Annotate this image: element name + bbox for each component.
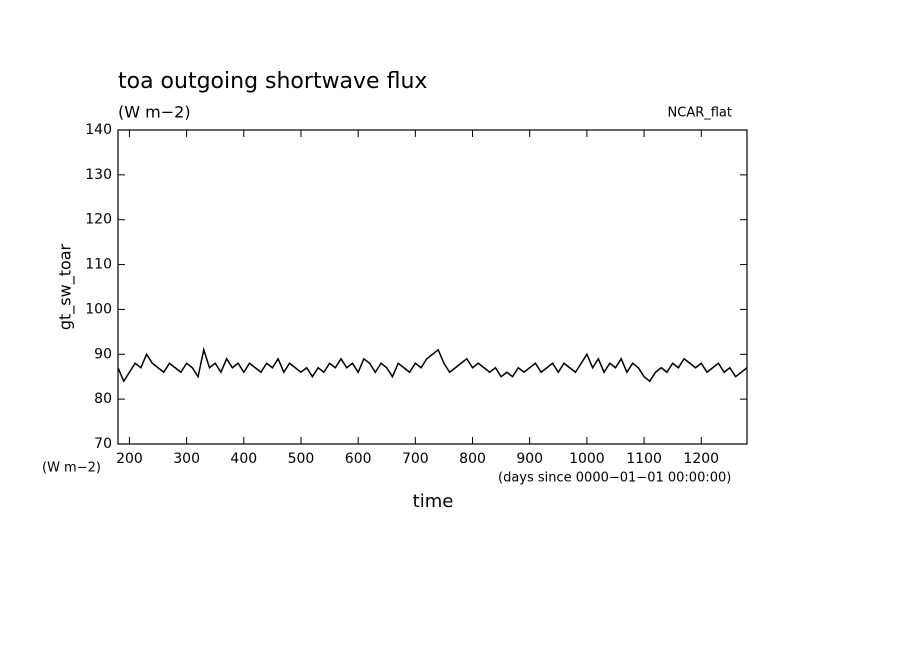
data-line <box>117 346 748 383</box>
x-tick-label: 1100 <box>626 451 662 467</box>
y-tick-label: 110 <box>85 257 112 273</box>
x-tick-label: 1000 <box>569 451 605 467</box>
x-tick-label: 600 <box>345 451 372 467</box>
x-axis-units: (days since 0000−01−01 00:00:00) <box>498 471 731 486</box>
x-tick-label: 500 <box>288 451 315 467</box>
y-tick-label: 130 <box>85 167 112 183</box>
y-axis-label: gt_sw_toar <box>56 243 76 330</box>
chart-subtitle: (W m−2) <box>118 103 191 122</box>
x-tick-label: 900 <box>516 451 543 467</box>
x-tick-label: 300 <box>173 451 200 467</box>
y-tick-label: 120 <box>85 212 112 228</box>
x-tick-label: 800 <box>459 451 486 467</box>
annotation: NCAR_flat <box>668 106 732 121</box>
x-tick-label: 200 <box>116 451 143 467</box>
y-tick-label: 80 <box>94 391 112 407</box>
y-axis-units: (W m−2) <box>42 461 101 476</box>
y-tick-label: 90 <box>94 346 112 362</box>
chart-title: toa outgoing shortwave flux <box>118 69 427 94</box>
plot-frame <box>117 129 748 445</box>
y-tick-label: 70 <box>94 436 112 452</box>
y-tick-label: 100 <box>85 301 112 317</box>
x-tick-label: 700 <box>402 451 429 467</box>
x-tick-label: 1200 <box>683 451 719 467</box>
y-tick-label: 140 <box>85 122 112 138</box>
x-tick-label: 400 <box>230 451 257 467</box>
x-axis-label: time <box>413 491 454 512</box>
